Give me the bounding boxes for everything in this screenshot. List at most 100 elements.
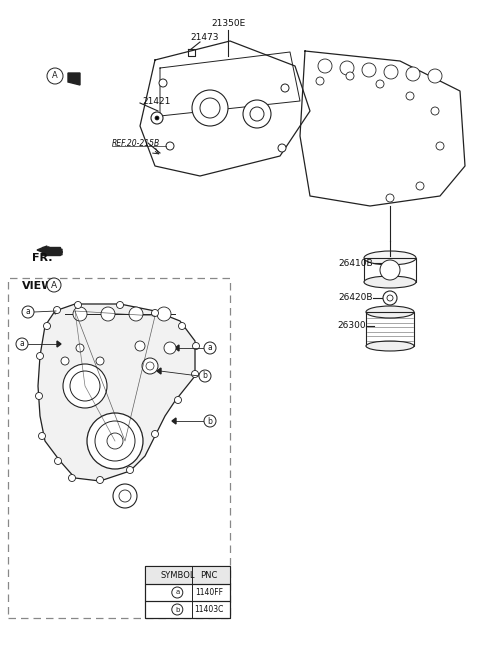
Circle shape: [428, 69, 442, 83]
Circle shape: [117, 302, 123, 308]
Circle shape: [55, 457, 61, 464]
Circle shape: [166, 142, 174, 150]
Circle shape: [101, 307, 115, 321]
Circle shape: [63, 364, 107, 408]
Polygon shape: [42, 249, 62, 255]
Text: a: a: [25, 308, 30, 316]
Polygon shape: [157, 368, 161, 374]
Circle shape: [204, 415, 216, 427]
Text: A: A: [52, 72, 58, 81]
Polygon shape: [55, 308, 59, 314]
Circle shape: [384, 65, 398, 79]
Circle shape: [362, 63, 376, 77]
Circle shape: [16, 338, 28, 350]
Polygon shape: [42, 249, 60, 255]
Circle shape: [250, 107, 264, 121]
Text: SYMBOL: SYMBOL: [160, 571, 194, 579]
Circle shape: [192, 342, 200, 350]
Circle shape: [383, 291, 397, 305]
Bar: [145, 601, 230, 618]
Circle shape: [69, 474, 75, 482]
Text: 21421: 21421: [142, 96, 170, 106]
Text: 21350E: 21350E: [211, 20, 245, 28]
Circle shape: [73, 307, 87, 321]
Text: 26420B: 26420B: [338, 293, 372, 302]
Text: A: A: [51, 281, 57, 289]
Circle shape: [436, 142, 444, 150]
Circle shape: [76, 344, 84, 352]
Circle shape: [53, 306, 60, 314]
Text: a: a: [175, 590, 180, 596]
Circle shape: [155, 116, 159, 120]
Text: b: b: [207, 417, 213, 426]
Circle shape: [129, 307, 143, 321]
Circle shape: [175, 396, 181, 403]
Circle shape: [278, 144, 286, 152]
Bar: [8, 278, 230, 618]
Bar: [145, 584, 230, 601]
Circle shape: [152, 430, 158, 438]
Circle shape: [159, 79, 167, 87]
Ellipse shape: [364, 251, 416, 265]
Circle shape: [386, 194, 394, 202]
Circle shape: [61, 357, 69, 365]
Circle shape: [281, 84, 289, 92]
Circle shape: [70, 371, 100, 401]
Circle shape: [200, 98, 220, 118]
Circle shape: [340, 61, 354, 75]
Polygon shape: [57, 341, 61, 347]
Circle shape: [387, 295, 393, 301]
Text: VIEW: VIEW: [22, 281, 55, 291]
Circle shape: [192, 90, 228, 126]
Circle shape: [406, 92, 414, 100]
Text: FR.: FR.: [32, 253, 52, 263]
Circle shape: [318, 59, 332, 73]
Text: 26300: 26300: [337, 321, 366, 331]
Polygon shape: [68, 73, 80, 85]
Circle shape: [36, 352, 44, 359]
Circle shape: [22, 306, 34, 318]
Polygon shape: [175, 345, 179, 351]
Circle shape: [192, 371, 199, 377]
Circle shape: [431, 107, 439, 115]
Circle shape: [243, 100, 271, 128]
Circle shape: [44, 323, 50, 329]
Circle shape: [172, 604, 183, 615]
Circle shape: [179, 323, 185, 329]
Bar: [366, 312, 414, 346]
Circle shape: [151, 112, 163, 124]
Circle shape: [204, 342, 216, 354]
Circle shape: [74, 302, 82, 308]
Text: 11403C: 11403C: [194, 605, 223, 614]
Circle shape: [135, 341, 145, 351]
Text: 21473: 21473: [191, 33, 219, 41]
Text: b: b: [175, 607, 180, 613]
Circle shape: [96, 357, 104, 365]
Polygon shape: [37, 246, 47, 254]
Text: a: a: [20, 340, 24, 348]
Polygon shape: [172, 418, 176, 424]
Circle shape: [376, 80, 384, 88]
Text: 1140FF: 1140FF: [195, 588, 223, 597]
Ellipse shape: [366, 306, 414, 318]
Circle shape: [96, 476, 104, 483]
Circle shape: [47, 278, 61, 292]
Circle shape: [164, 342, 176, 354]
Bar: [364, 258, 416, 282]
Text: a: a: [208, 344, 212, 352]
Circle shape: [38, 432, 46, 440]
Circle shape: [113, 484, 137, 508]
Circle shape: [127, 466, 133, 474]
Text: REF.20-215B: REF.20-215B: [112, 138, 160, 148]
Polygon shape: [38, 304, 195, 481]
Text: PNC: PNC: [200, 571, 217, 579]
Ellipse shape: [364, 276, 416, 288]
Circle shape: [142, 358, 158, 374]
Circle shape: [152, 310, 158, 316]
Circle shape: [36, 392, 43, 400]
Circle shape: [87, 413, 143, 469]
Circle shape: [107, 433, 123, 449]
Circle shape: [119, 490, 131, 502]
Circle shape: [406, 67, 420, 81]
Circle shape: [172, 587, 183, 598]
